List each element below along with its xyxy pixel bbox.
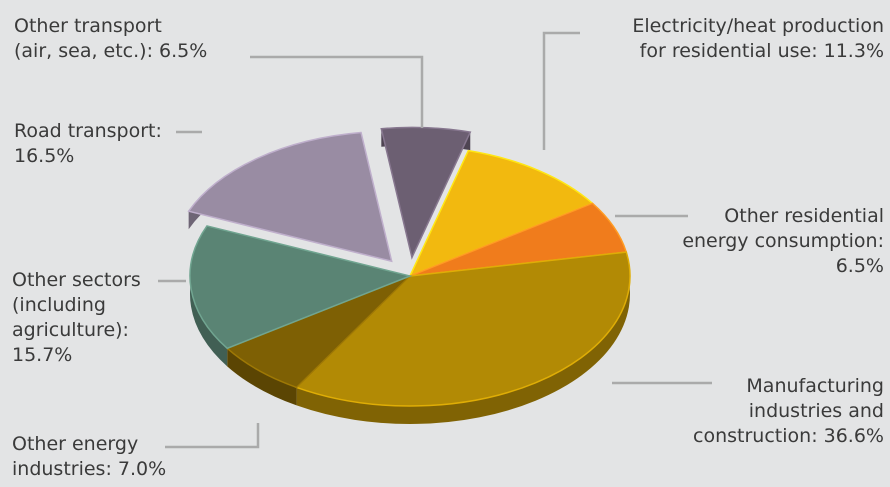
label-other-transport: Other transport (air, sea, etc.): 6.5% [14,15,208,62]
pie-slice-road-transport [187,131,393,263]
label-electricity-heat: Electricity/heat production for resident… [632,15,884,62]
label-other-energy: Other energy industries: 7.0% [12,433,167,480]
pie-slice-side-other-sectors-including-agriculture [189,225,228,367]
pie-slice-other-sectors-including-agriculture [189,225,413,350]
pie-slice-electricity-heat-production-for-residential-use [408,149,594,278]
leader-line-other-transport-air-sea-etc [250,55,424,128]
label-manufacturing: Manufacturing industries and constructio… [693,375,884,447]
pie-slice-manufacturing-industries-and-construction [295,251,631,407]
label-other-sectors: Other sectors (including agriculture): 1… [12,269,141,366]
leader-line-electricity-heat-production-for-residential-use [542,31,580,150]
label-other-residential: Other residential energy consumption: 6.… [682,205,884,277]
pie-slice-side-manufacturing-industries-and-construction [296,252,630,424]
leader-line-other-energy-industries [165,423,260,449]
label-road-transport: Road transport: 16.5% [14,120,162,167]
pie-slice-other-transport-air-sea-etc [380,126,472,260]
